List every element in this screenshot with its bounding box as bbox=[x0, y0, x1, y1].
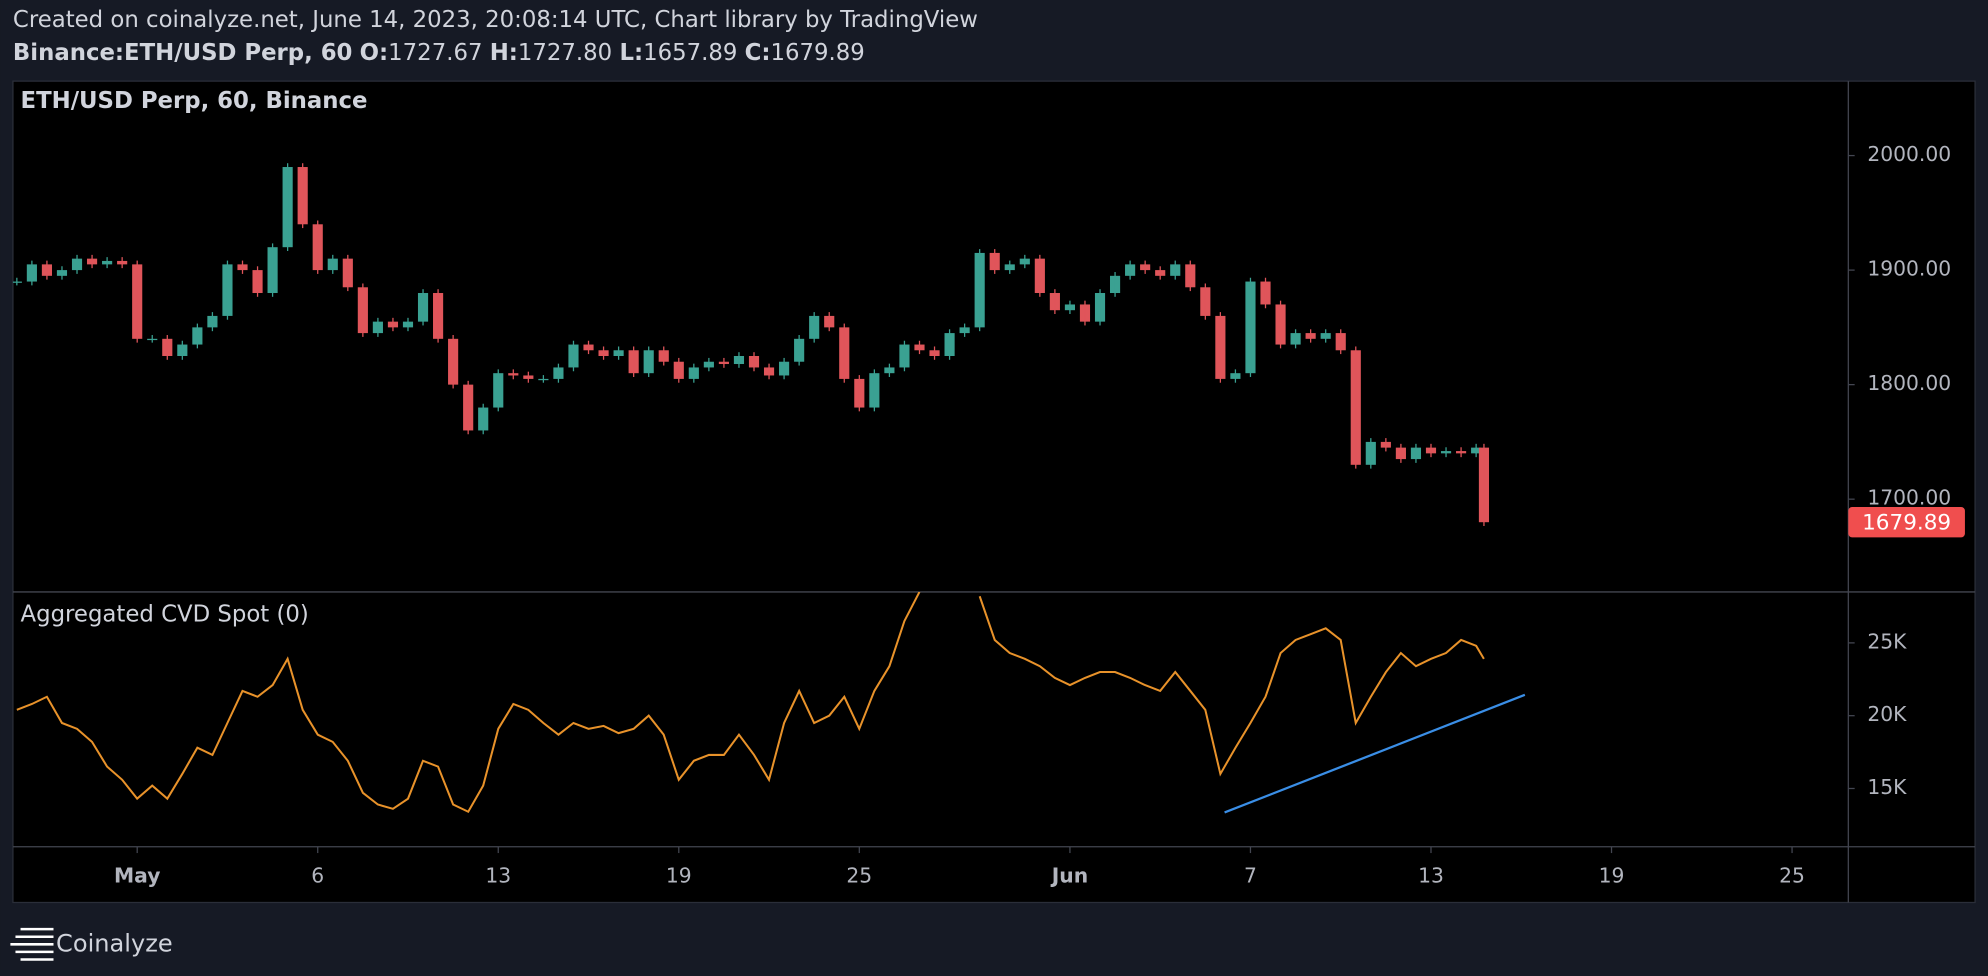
y-tick-label: 15K bbox=[1867, 775, 1907, 799]
menu-icon[interactable] bbox=[10, 927, 54, 961]
x-tick-label: May bbox=[114, 864, 160, 888]
x-tick-label: 25 bbox=[1779, 864, 1805, 888]
x-tick-label: 19 bbox=[666, 864, 692, 888]
chart-area bbox=[12, 80, 1976, 904]
created-line: Created on coinalyze.net, June 14, 2023,… bbox=[13, 7, 978, 33]
ohlc-label: C: bbox=[745, 40, 771, 66]
last-price-label: 1679.89 bbox=[1862, 510, 1951, 535]
last-price-tag bbox=[1848, 506, 1965, 538]
y-tick-label: 20K bbox=[1867, 702, 1907, 726]
y-tick-label: 1800.00 bbox=[1867, 371, 1951, 395]
y-tick-label: 25K bbox=[1867, 629, 1907, 653]
ohlc-value: 1727.80 bbox=[518, 40, 612, 66]
trend-line bbox=[1224, 693, 1526, 814]
x-tick-label: Jun bbox=[1050, 864, 1088, 888]
x-tick-label: 13 bbox=[1418, 864, 1444, 888]
cvd-line bbox=[16, 591, 1485, 814]
ohlc-label: O: bbox=[360, 40, 389, 66]
ohlc-value: 1727.67 bbox=[388, 40, 482, 66]
cvd-pane-title: Aggregated CVD Spot (0) bbox=[21, 601, 309, 627]
x-tick-label: 6 bbox=[311, 864, 324, 888]
ohlc-value: 1679.89 bbox=[770, 40, 864, 66]
y-tick-label: 1700.00 bbox=[1867, 486, 1951, 510]
ohlc-label: H: bbox=[490, 40, 518, 66]
x-tick-label: 19 bbox=[1599, 864, 1625, 888]
y-tick-label: 1900.00 bbox=[1867, 257, 1951, 281]
ohlc-label: L: bbox=[619, 40, 643, 66]
price-pane-title: ETH/USD Perp, 60, Binance bbox=[21, 88, 368, 114]
symbol: Binance:ETH/USD Perp, 60 bbox=[13, 40, 353, 66]
ohlc-value: 1657.89 bbox=[643, 40, 737, 66]
y-tick-label: 2000.00 bbox=[1867, 142, 1951, 166]
x-tick-label: 13 bbox=[485, 864, 511, 888]
x-tick-label: 25 bbox=[846, 864, 872, 888]
pane-plot bbox=[16, 591, 1485, 814]
symbol-line: Binance:ETH/USD Perp, 60 O:1727.67 H:172… bbox=[13, 40, 865, 66]
pane-plot bbox=[12, 163, 1490, 527]
x-tick-label: 7 bbox=[1244, 864, 1257, 888]
brand: Coinalyze bbox=[56, 929, 173, 957]
